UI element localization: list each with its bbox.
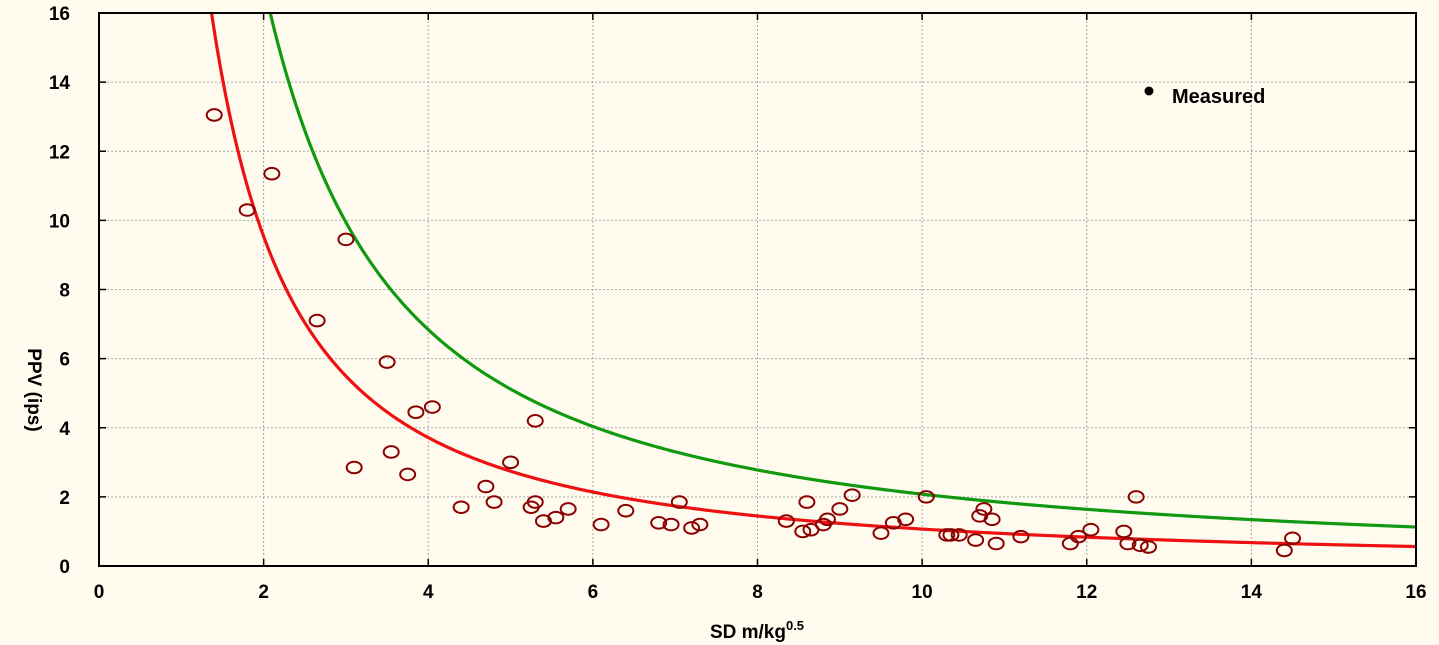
measured-point bbox=[1277, 545, 1292, 557]
measured-point bbox=[454, 501, 469, 513]
y-tick-label: 2 bbox=[59, 488, 70, 509]
x-tick-label: 10 bbox=[912, 582, 933, 603]
measured-point bbox=[380, 356, 395, 368]
measured-point bbox=[968, 534, 983, 546]
x-tick-label: 6 bbox=[588, 582, 599, 603]
measured-point bbox=[779, 515, 794, 527]
measured-point bbox=[487, 496, 502, 508]
x-tick-label: 4 bbox=[423, 582, 434, 603]
measured-point bbox=[338, 234, 353, 246]
y-axis-label: PPV (ips) bbox=[23, 348, 44, 431]
measured-points bbox=[207, 109, 1300, 556]
measured-point bbox=[1083, 524, 1098, 536]
legend-marker bbox=[1145, 87, 1154, 96]
measured-point bbox=[594, 519, 609, 531]
y-tick-label: 14 bbox=[49, 73, 71, 94]
measured-point bbox=[528, 415, 543, 427]
x-tick-label: 0 bbox=[94, 582, 105, 603]
measured-point bbox=[989, 538, 1004, 550]
measured-point bbox=[503, 457, 518, 469]
measured-point bbox=[845, 489, 860, 501]
y-tick-label: 16 bbox=[49, 4, 70, 25]
measured-point bbox=[478, 481, 493, 493]
y-tick-label: 10 bbox=[49, 211, 70, 232]
measured-point bbox=[384, 446, 399, 458]
measured-point bbox=[240, 204, 255, 216]
measured-point bbox=[1116, 526, 1131, 538]
x-tick-label: 14 bbox=[1241, 582, 1263, 603]
legend-label-measured: Measured bbox=[1172, 86, 1265, 108]
measured-point bbox=[799, 496, 814, 508]
measured-point bbox=[618, 505, 633, 517]
measured-point bbox=[832, 503, 847, 515]
x-tick-label: 8 bbox=[752, 582, 763, 603]
legend: Measured bbox=[1145, 86, 1266, 108]
y-tick-label: 0 bbox=[59, 557, 70, 578]
measured-point bbox=[1013, 531, 1028, 543]
measured-point bbox=[873, 527, 888, 539]
measured-point bbox=[561, 503, 576, 515]
measured-point bbox=[207, 109, 222, 121]
y-tick-label: 8 bbox=[59, 281, 70, 302]
y-tick-label: 4 bbox=[59, 419, 70, 440]
x-tick-label: 12 bbox=[1076, 582, 1097, 603]
measured-point bbox=[264, 168, 279, 180]
measured-point bbox=[425, 401, 440, 413]
x-tick-label: 16 bbox=[1405, 582, 1426, 603]
measured-point bbox=[310, 315, 325, 327]
y-tick-label: 12 bbox=[49, 142, 70, 163]
measured-point bbox=[347, 462, 362, 474]
measured-point bbox=[1063, 538, 1078, 550]
measured-point bbox=[408, 406, 423, 418]
x-tick-label: 2 bbox=[258, 582, 269, 603]
y-tick-label: 6 bbox=[59, 350, 70, 371]
measured-point bbox=[400, 469, 415, 481]
x-axis-label: SD m/kg0.5 bbox=[710, 618, 804, 643]
